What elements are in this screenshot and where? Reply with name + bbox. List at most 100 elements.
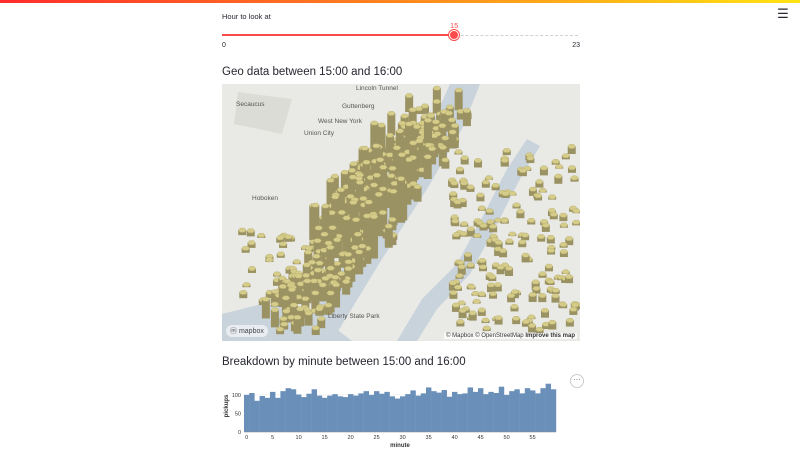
hex-column-side	[423, 156, 432, 179]
hex-column-top	[493, 217, 503, 223]
hour-slider[interactable]	[222, 30, 578, 42]
hex-column-side	[531, 281, 540, 290]
hex-column-side	[378, 212, 387, 237]
hex-column-side	[265, 292, 274, 299]
hex-column-top	[533, 193, 543, 199]
hex-column-top	[486, 282, 496, 288]
hex-column-top	[304, 310, 313, 316]
hex-column-side	[385, 154, 394, 172]
hex-column-side	[541, 225, 550, 232]
hex-column-side	[333, 239, 342, 259]
mapbox-logo[interactable]: ⓜ mapbox	[226, 325, 268, 337]
hex-column-top	[318, 282, 328, 288]
hex-column-side	[311, 205, 320, 245]
hex-column-side	[321, 206, 330, 244]
hex-column-side	[535, 181, 544, 188]
bar-minute-41	[457, 394, 463, 432]
hex-column-top	[448, 191, 458, 196]
hex-column-top	[313, 267, 323, 273]
hex-column-top	[448, 129, 457, 135]
hex-column-side	[338, 254, 347, 268]
hex-column-top	[496, 264, 505, 270]
hex-column-top	[341, 279, 351, 284]
hex-column-top	[551, 159, 560, 164]
hex-column-top	[392, 145, 402, 151]
y-tick-label: 0	[238, 430, 241, 436]
hex-column-top	[467, 284, 476, 289]
hex-column-side	[456, 321, 465, 327]
hex-column-side	[413, 186, 422, 202]
hex-column-top	[321, 203, 330, 209]
slider-thumb[interactable]	[449, 30, 460, 40]
hex-column-top	[349, 200, 358, 205]
hex-column-top	[412, 124, 422, 129]
hex-column-top	[510, 304, 519, 309]
bar-minute-34	[420, 393, 427, 432]
hex-column-top	[538, 293, 547, 298]
hex-column-top	[378, 210, 388, 215]
map-view[interactable]: Secaucus Hoboken West New York Union City Gu…	[222, 84, 580, 341]
hex-column-top	[390, 181, 399, 186]
hex-column-side	[287, 317, 296, 323]
hex-column-top	[340, 170, 350, 175]
map-canvas[interactable]: Secaucus Hoboken West New York Union City Gu…	[222, 84, 580, 341]
bar-minute-23	[363, 391, 369, 432]
bar-minute-50	[504, 394, 510, 432]
hex-column-top	[520, 232, 530, 238]
hex-column-side	[415, 140, 424, 177]
bar-minute-32	[410, 390, 416, 432]
hex-column-top	[320, 231, 329, 237]
hex-column-top	[337, 271, 346, 276]
hex-column-top	[445, 104, 455, 110]
hex-column-side	[246, 230, 255, 237]
chart-more-icon[interactable]: ···	[570, 374, 584, 388]
hex-column-top	[313, 238, 322, 243]
hex-column-side	[326, 293, 335, 313]
hex-column-side	[400, 115, 409, 127]
east-river	[397, 139, 540, 341]
hex-column-top	[344, 259, 353, 265]
x-tick-label: 45	[478, 435, 484, 441]
hex-column-top	[302, 262, 312, 268]
hex-column-top	[454, 87, 463, 93]
hex-column-top	[521, 252, 530, 258]
hex-column-top	[271, 289, 280, 294]
hex-column-top	[437, 123, 447, 128]
hex-column-side	[397, 178, 406, 223]
hex-column-top	[404, 121, 414, 127]
hex-column-top	[458, 308, 467, 313]
hex-column-top	[451, 302, 461, 308]
hex-column-side	[314, 227, 323, 246]
hex-column-side	[494, 317, 503, 325]
bar-minute-17	[332, 394, 338, 432]
hex-column-side	[387, 113, 396, 136]
hex-column-side	[270, 309, 279, 328]
hex-column-side	[378, 188, 387, 232]
hex-column-top	[546, 279, 555, 284]
hex-column-side	[478, 260, 487, 266]
hex-column-side	[449, 193, 458, 200]
hex-column-top	[491, 183, 500, 188]
hex-column-top	[488, 274, 497, 280]
hamburger-menu-icon[interactable]: ☰	[777, 7, 789, 22]
bar-minute-56	[535, 393, 541, 432]
hex-column-top	[316, 316, 326, 321]
hex-column-top	[284, 234, 293, 240]
hex-column-side	[282, 311, 291, 323]
hex-column-top	[479, 223, 488, 228]
hex-column-top	[319, 247, 329, 253]
hex-column-top	[526, 155, 535, 161]
hex-column-side	[567, 146, 576, 155]
hex-column-side	[505, 268, 514, 276]
hex-column-top	[379, 164, 388, 170]
hex-column-side	[405, 159, 414, 189]
hex-column-side	[370, 185, 379, 228]
hex-column-side	[454, 90, 463, 111]
bar-minute-4	[264, 397, 271, 432]
hex-column-side	[546, 237, 555, 244]
bar-minute-29	[394, 398, 401, 432]
improve-map-link[interactable]: Improve this map	[525, 333, 575, 339]
hex-column-top	[420, 103, 430, 109]
hex-column-top	[349, 161, 358, 167]
hex-column-top	[438, 145, 448, 150]
